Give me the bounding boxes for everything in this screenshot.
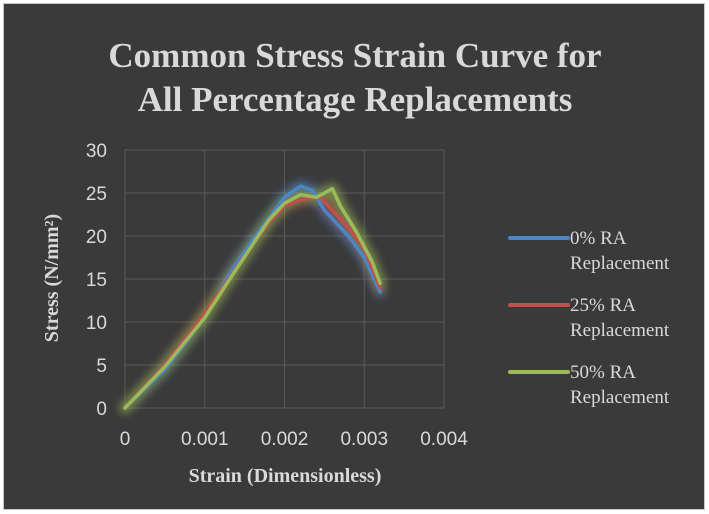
chart-svg: Common Stress Strain Curve for All Perce… [41,36,670,487]
y-tick-label: 30 [86,141,107,162]
legend: 0% RA Replacement 25% RA Replacement 50% RA R… [508,228,670,408]
x-axis-title: Strain (Dimensionless) [189,465,382,487]
grid-layer [124,149,445,409]
chart-title-line-1: Common Stress Strain Curve for [108,36,601,75]
series-line-1 [123,195,382,410]
series-layer [123,184,382,410]
legend-label-0: 0% RA [570,228,627,249]
legend-label-2: 50% RA [570,362,636,383]
legend-label-2: Replacement [570,387,670,408]
legend-label-1: Replacement [570,320,670,341]
series-line-2 [123,186,382,410]
chart-title-line-2: All Percentage Replacements [138,80,573,119]
y-tick-label: 5 [96,356,107,377]
y-tick-label: 25 [86,184,107,205]
x-tick-label: 0.001 [181,429,229,450]
y-axis-title: Stress (N/mm²) [41,214,63,342]
x-tick-labels: 0 0.001 0.002 0.003 0.004 [120,429,468,450]
legend-label-0: Replacement [570,253,670,274]
y-tick-label: 10 [86,313,107,334]
y-tick-labels: 0 5 10 15 20 25 30 [86,141,107,420]
y-tick-label: 15 [86,270,107,291]
y-tick-label: 20 [86,227,107,248]
x-tick-label: 0.003 [340,429,388,450]
x-tick-label: 0 [120,429,131,450]
y-tick-label: 0 [96,399,107,420]
x-tick-label: 0.002 [261,429,309,450]
legend-label-1: 25% RA [570,295,636,316]
chart-frame: Common Stress Strain Curve for All Perce… [3,3,705,510]
x-tick-label: 0.004 [420,429,468,450]
